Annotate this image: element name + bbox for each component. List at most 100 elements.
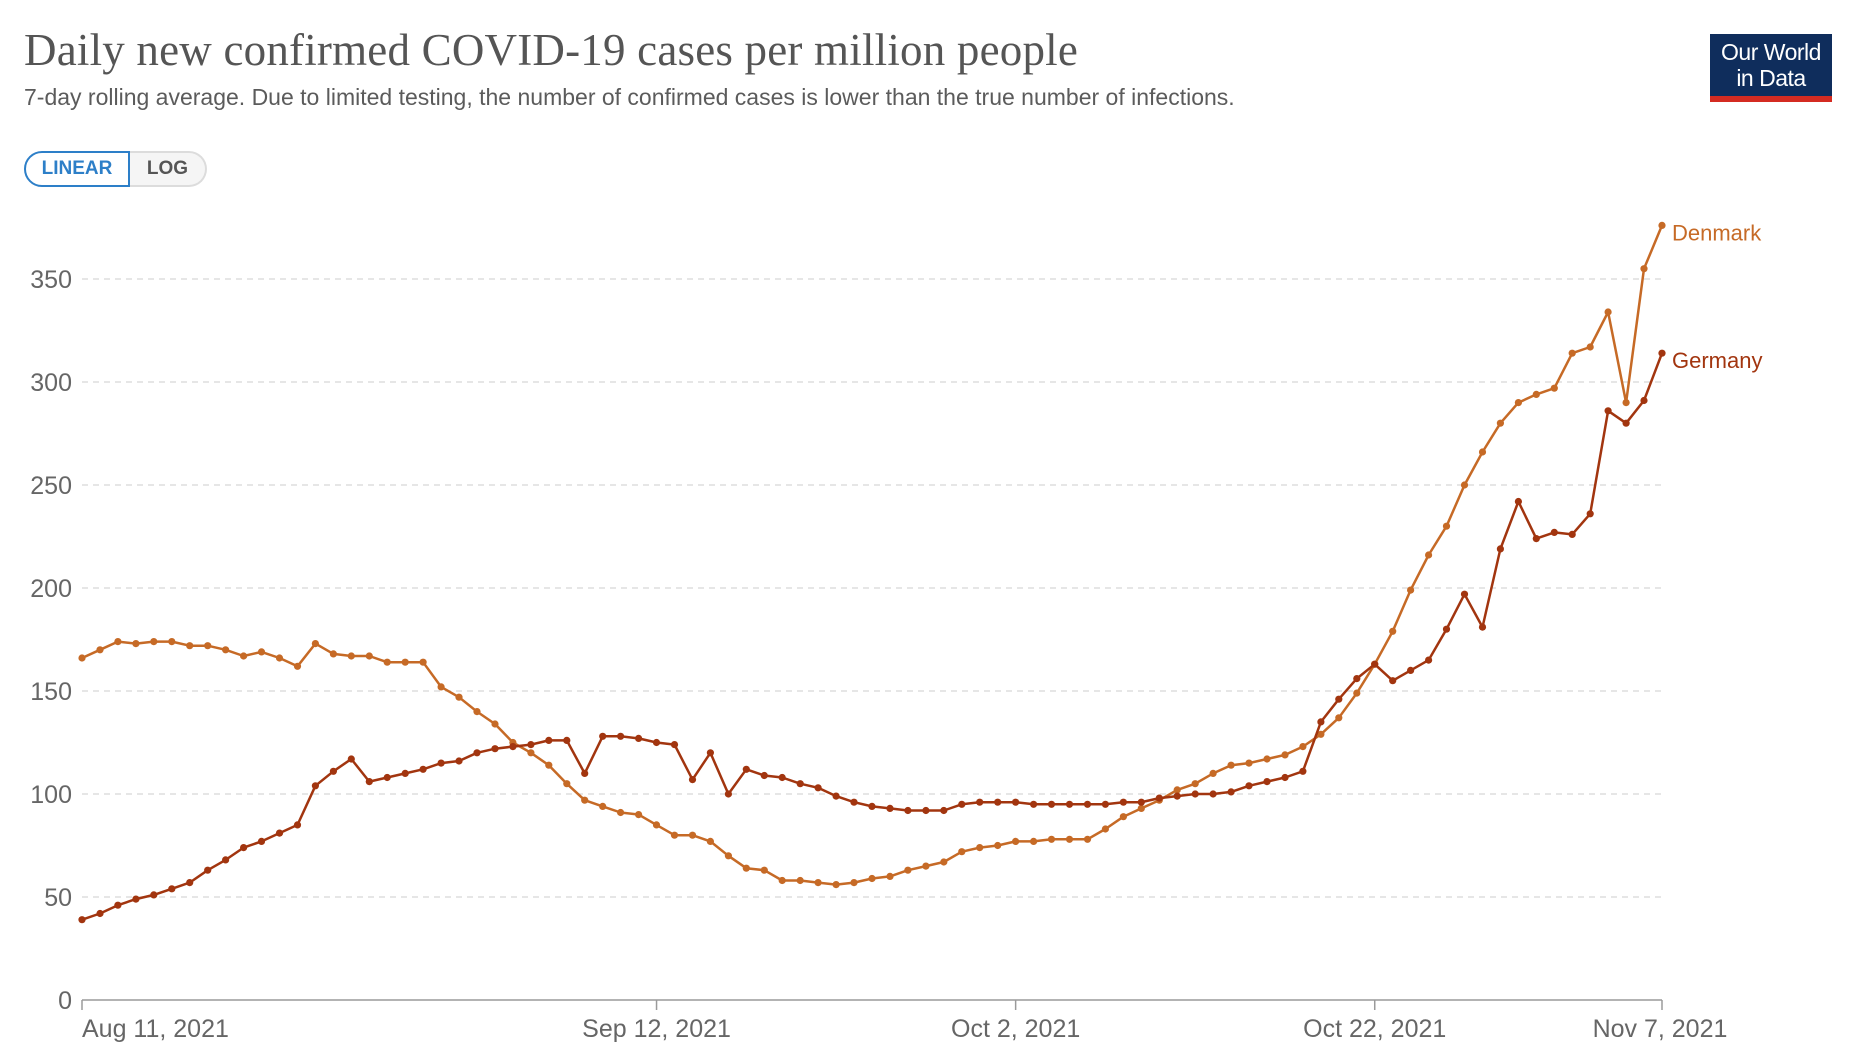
data-point[interactable]: [114, 901, 122, 909]
data-point[interactable]: [1335, 695, 1343, 703]
data-point[interactable]: [1604, 308, 1612, 316]
data-point[interactable]: [1622, 399, 1630, 407]
data-point[interactable]: [994, 841, 1002, 850]
data-point[interactable]: [257, 648, 266, 656]
data-point[interactable]: [742, 765, 750, 773]
data-point[interactable]: [365, 778, 373, 786]
data-point[interactable]: [1299, 767, 1307, 775]
data-point[interactable]: [1407, 666, 1415, 675]
owid-logo[interactable]: Our World in Data: [1710, 34, 1832, 102]
data-point[interactable]: [1047, 800, 1056, 808]
data-point[interactable]: [437, 759, 445, 767]
data-point[interactable]: [1496, 545, 1504, 553]
data-point[interactable]: [1137, 798, 1145, 806]
data-point[interactable]: [1047, 835, 1056, 843]
data-point[interactable]: [796, 780, 804, 788]
data-point[interactable]: [1119, 813, 1127, 821]
data-point[interactable]: [545, 736, 553, 745]
data-point[interactable]: [958, 848, 966, 856]
data-point[interactable]: [850, 879, 858, 887]
data-point[interactable]: [1119, 798, 1127, 806]
data-point[interactable]: [617, 808, 625, 817]
data-point[interactable]: [1568, 530, 1576, 539]
data-point[interactable]: [275, 829, 284, 837]
data-point[interactable]: [473, 749, 481, 757]
data-point[interactable]: [1658, 221, 1666, 229]
data-point[interactable]: [1425, 656, 1433, 664]
data-point[interactable]: [1012, 837, 1020, 846]
data-point[interactable]: [1173, 786, 1181, 794]
data-point[interactable]: [1532, 390, 1540, 398]
data-point[interactable]: [257, 837, 266, 846]
data-point[interactable]: [904, 866, 912, 874]
data-point[interactable]: [204, 866, 212, 874]
data-point[interactable]: [1460, 590, 1469, 598]
data-point[interactable]: [204, 642, 212, 650]
data-point[interactable]: [1245, 782, 1253, 790]
data-point[interactable]: [329, 650, 337, 658]
data-point[interactable]: [1658, 349, 1666, 357]
data-point[interactable]: [742, 864, 750, 872]
data-point[interactable]: [1586, 510, 1594, 518]
data-point[interactable]: [1353, 689, 1361, 697]
data-point[interactable]: [1281, 751, 1289, 759]
data-point[interactable]: [383, 773, 391, 782]
data-point[interactable]: [1263, 778, 1271, 786]
data-point[interactable]: [491, 745, 499, 753]
data-point[interactable]: [1191, 780, 1199, 788]
data-point[interactable]: [1030, 837, 1038, 846]
data-point[interactable]: [240, 844, 248, 852]
data-point[interactable]: [1353, 675, 1361, 683]
data-point[interactable]: [581, 769, 589, 778]
data-point[interactable]: [1425, 551, 1433, 559]
data-point[interactable]: [1299, 743, 1307, 751]
data-point[interactable]: [186, 642, 194, 650]
data-point[interactable]: [868, 802, 876, 811]
data-point[interactable]: [114, 638, 122, 646]
data-point[interactable]: [222, 856, 230, 864]
data-point[interactable]: [760, 866, 768, 874]
data-point[interactable]: [96, 909, 104, 918]
data-point[interactable]: [581, 796, 589, 804]
data-point[interactable]: [1083, 800, 1092, 808]
data-point[interactable]: [419, 658, 427, 666]
data-point[interactable]: [1496, 419, 1504, 427]
data-point[interactable]: [994, 798, 1002, 806]
data-point[interactable]: [1460, 481, 1469, 489]
data-point[interactable]: [383, 658, 391, 666]
data-point[interactable]: [1209, 790, 1217, 798]
data-point[interactable]: [850, 798, 858, 806]
data-point[interactable]: [1640, 396, 1648, 405]
data-point[interactable]: [1568, 349, 1576, 357]
data-point[interactable]: [1209, 769, 1217, 778]
data-point[interactable]: [922, 806, 930, 815]
data-point[interactable]: [1317, 730, 1325, 738]
data-point[interactable]: [509, 743, 517, 751]
series-line[interactable]: [81, 352, 1664, 921]
data-point[interactable]: [563, 780, 571, 788]
data-point[interactable]: [706, 749, 715, 757]
log-scale-button[interactable]: LOG: [130, 151, 207, 187]
data-point[interactable]: [1245, 759, 1253, 767]
data-point[interactable]: [1389, 677, 1397, 685]
data-point[interactable]: [168, 638, 176, 646]
data-point[interactable]: [78, 654, 86, 662]
data-point[interactable]: [1191, 790, 1199, 798]
data-point[interactable]: [1227, 761, 1235, 769]
data-point[interactable]: [347, 755, 355, 763]
data-point[interactable]: [832, 792, 840, 800]
data-point[interactable]: [1514, 497, 1522, 506]
data-point[interactable]: [455, 693, 463, 701]
data-point[interactable]: [1101, 825, 1109, 833]
data-point[interactable]: [1514, 399, 1522, 407]
data-point[interactable]: [311, 782, 319, 790]
data-point[interactable]: [1173, 792, 1181, 800]
data-point[interactable]: [1263, 755, 1271, 763]
data-point[interactable]: [1407, 586, 1415, 594]
data-point[interactable]: [1030, 800, 1038, 808]
data-point[interactable]: [329, 767, 337, 775]
data-point[interactable]: [599, 732, 607, 740]
data-point[interactable]: [1532, 535, 1540, 543]
data-point[interactable]: [724, 790, 733, 798]
data-point[interactable]: [599, 802, 607, 811]
